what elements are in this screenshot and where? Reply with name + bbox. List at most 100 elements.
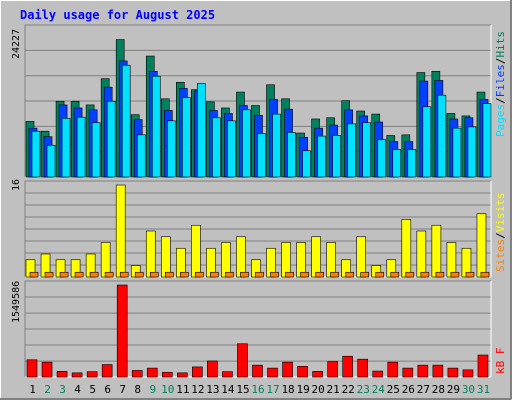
pages-bar [121, 64, 131, 178]
visits-bar [356, 236, 367, 278]
pages-bar [106, 100, 116, 178]
kbytes-bar [432, 364, 444, 378]
day-label: 26 [402, 383, 415, 396]
kbytes-bar [282, 361, 293, 378]
kbytes-bar [131, 370, 143, 378]
sites-bar [300, 271, 309, 278]
sites-bar [134, 271, 144, 278]
day-label: 24 [372, 383, 386, 396]
sites-bar [74, 271, 84, 278]
visits-bar [145, 230, 156, 278]
sites-bar [149, 271, 159, 278]
pages-bar [467, 126, 477, 178]
kbytes-bar [297, 366, 308, 378]
day-label: 2 [44, 383, 51, 396]
visits-bar [115, 184, 126, 278]
kbytes-bar [462, 369, 474, 378]
legend-sites-visits-part: Sites [494, 239, 507, 272]
day-label: 5 [89, 383, 96, 396]
day-label: 23 [357, 383, 370, 396]
legend-kbytes-part: kB F [494, 348, 507, 375]
kbytes-bar [41, 361, 53, 378]
visits-bar [160, 236, 171, 278]
visits-bar [221, 242, 231, 278]
day-label: 16 [251, 383, 264, 396]
sites-bar [225, 271, 234, 278]
sites-bar [465, 271, 475, 278]
legend-hits-files-pages-part: Files [494, 64, 507, 97]
sites-bar [29, 271, 39, 278]
legend-sites-visits-part: Visits [494, 193, 507, 233]
sites-bar [210, 271, 219, 278]
pages-bar [392, 149, 402, 178]
kbytes-bar [177, 372, 188, 378]
kbytes-bar [327, 361, 338, 378]
pages-bar [61, 118, 71, 178]
pages-bar [197, 83, 206, 178]
sites-bar [89, 271, 99, 278]
kbytes-bar [357, 358, 369, 378]
sites-bar [119, 271, 129, 278]
day-label: 29 [447, 383, 460, 396]
visits-bar [236, 236, 246, 278]
visits-bar [296, 242, 306, 278]
sites-bar [255, 271, 264, 278]
max-label-hits: 24227 [11, 29, 22, 59]
pages-bar [422, 106, 432, 178]
kbytes-bar [387, 361, 399, 378]
pages-bar [257, 133, 266, 178]
pages-bar [302, 150, 311, 178]
kbytes-bar [56, 371, 68, 378]
pages-bar [287, 132, 296, 178]
visits-bar [446, 242, 457, 278]
day-label: 7 [119, 383, 126, 396]
legend-hits-files-pages-part: / [494, 58, 507, 65]
day-label: 21 [327, 383, 340, 396]
kbytes-bar [71, 372, 83, 378]
legend-sites-visits-part: / [494, 232, 507, 239]
day-label: 30 [462, 383, 475, 396]
sites-bar [270, 271, 279, 278]
kbytes-bar [116, 284, 128, 378]
pages-bar [227, 120, 236, 178]
day-label: 13 [206, 383, 219, 396]
pages-bar [151, 75, 161, 178]
day-label: 1 [29, 383, 36, 396]
day-label: 28 [432, 383, 445, 396]
kbytes-bar [26, 359, 38, 378]
day-label: 14 [221, 383, 235, 396]
max-label-visits: 16 [11, 179, 22, 191]
pages-bar [212, 117, 221, 178]
pages-bar [437, 94, 447, 178]
sites-bar [345, 271, 354, 278]
day-label: 25 [387, 383, 400, 396]
sites-bar [480, 271, 490, 278]
legend-sites-visits: Sites/Visits [494, 193, 507, 273]
pages-bar [272, 113, 281, 178]
sites-bar [420, 271, 430, 278]
pages-bar [91, 122, 101, 178]
kbytes-bar [477, 354, 489, 378]
day-label: 9 [149, 383, 156, 396]
pages-bar [242, 109, 251, 178]
chart-title: Daily usage for August 2025 [20, 8, 215, 22]
visits-bar [416, 230, 427, 278]
visits-bar [100, 242, 111, 278]
kbytes-bar [222, 371, 233, 378]
legend-hits-files-pages-part: Pages [494, 104, 507, 137]
sites-bar [450, 271, 460, 278]
kbytes-bar [447, 367, 459, 378]
sites-bar [315, 271, 324, 278]
kbytes-bar [312, 371, 323, 378]
day-label: 10 [161, 383, 174, 396]
pages-bar [46, 144, 56, 178]
sites-bar [390, 271, 400, 278]
day-label: 15 [236, 383, 249, 396]
visits-bar [191, 224, 201, 278]
legend-hits-files-pages-part: / [494, 97, 507, 104]
kbytes-bar [372, 370, 384, 378]
pages-bar [407, 149, 417, 178]
sites-bar [195, 271, 204, 278]
sites-bar [405, 271, 415, 278]
pages-bar [31, 130, 41, 178]
